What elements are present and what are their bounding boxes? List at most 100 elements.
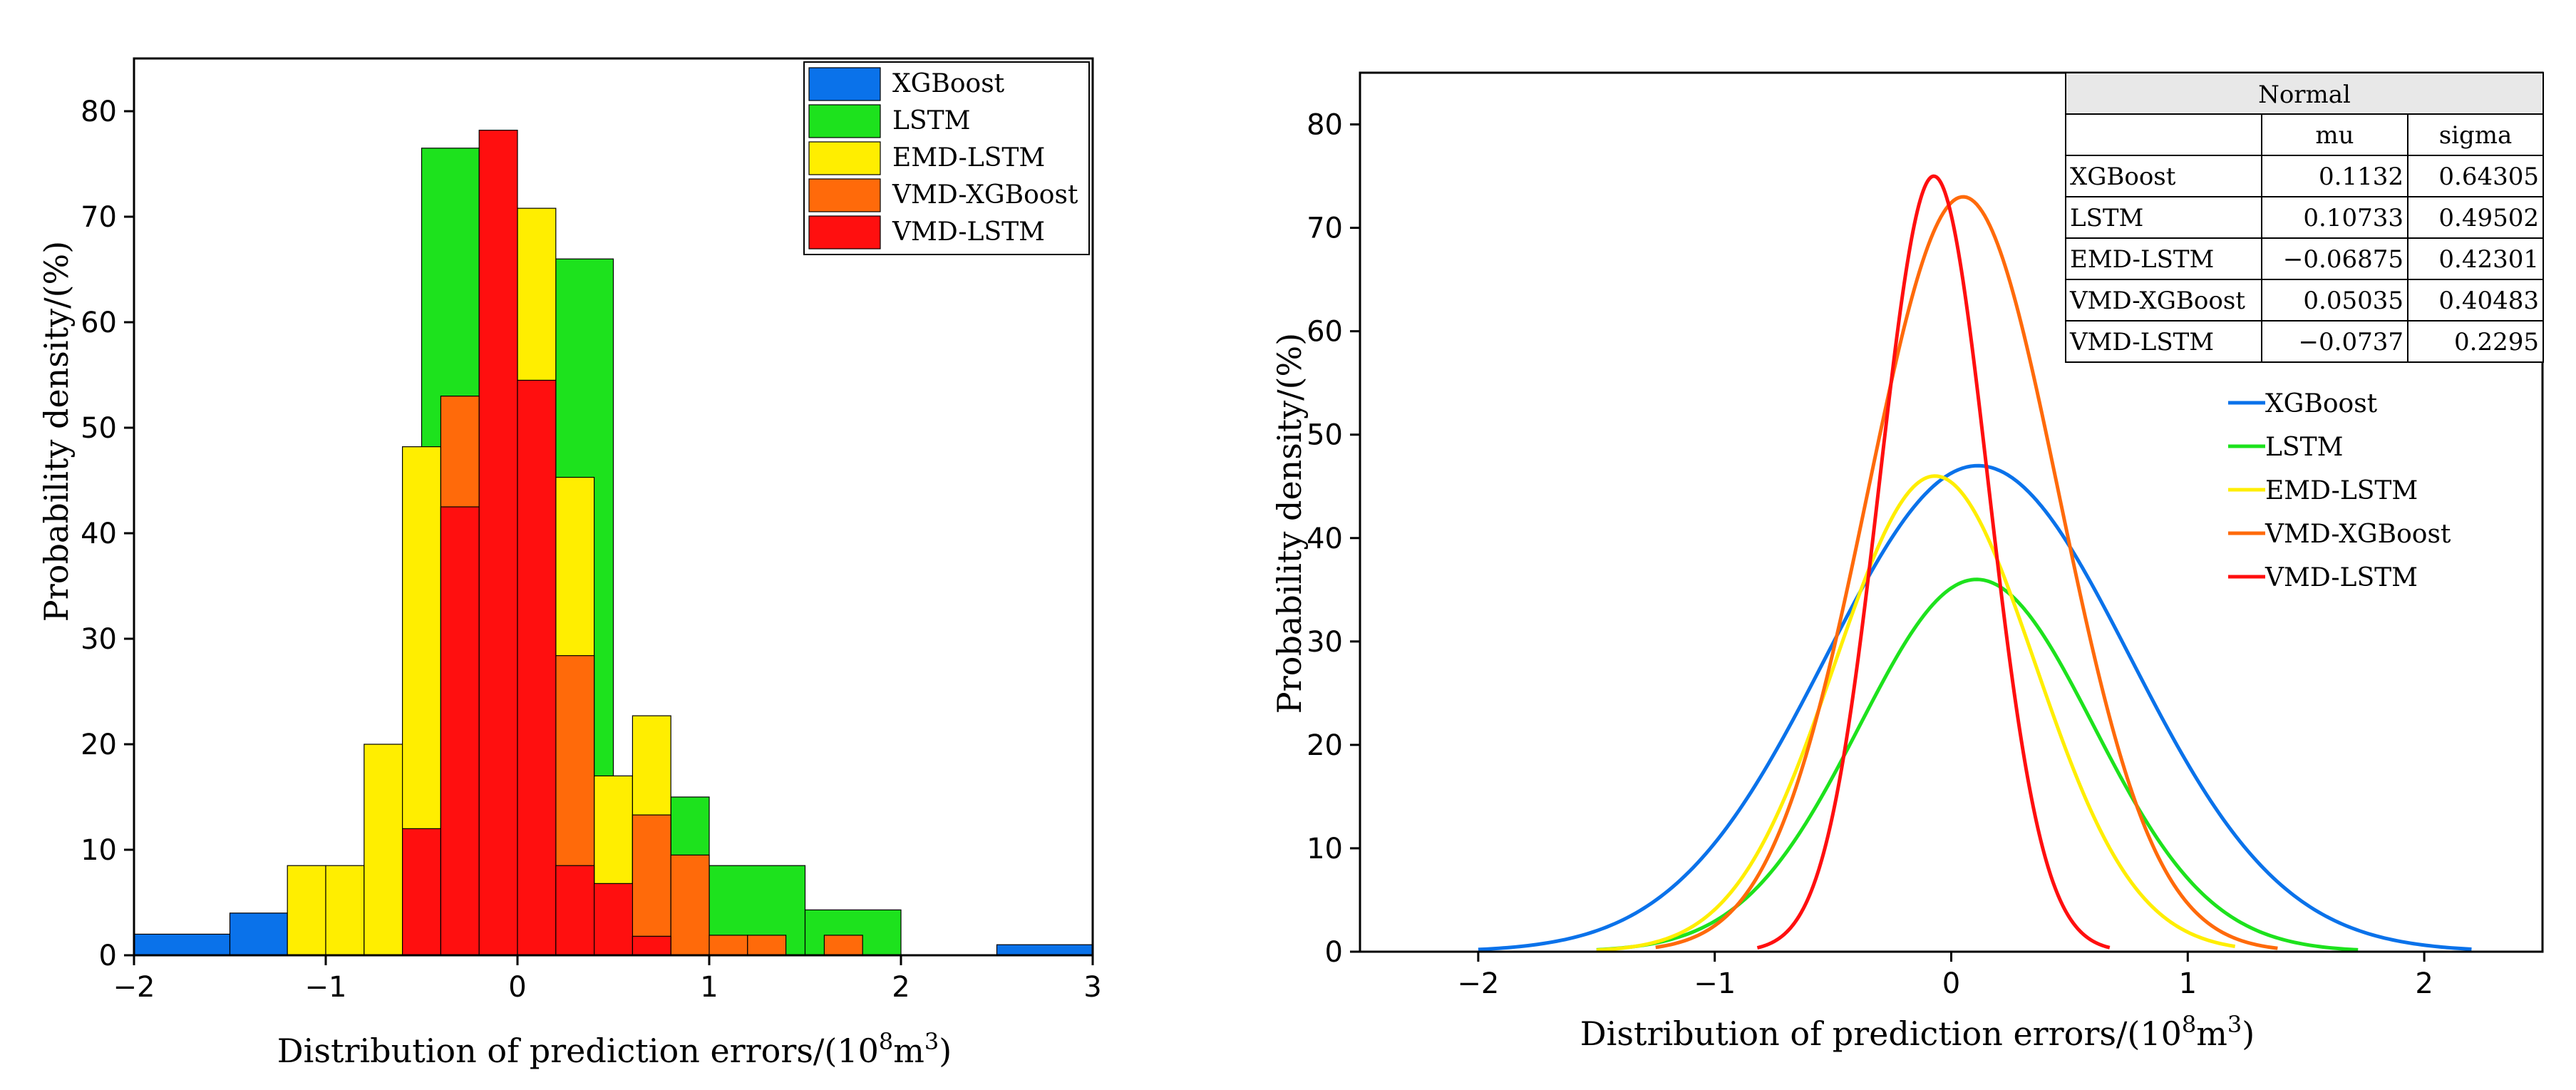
x-tick-label: 3: [1083, 971, 1101, 1004]
histogram-y-ticks: 0 10 20 30 40 50 60 70 80: [81, 96, 134, 972]
bar-vmd-xgboost-2: [632, 814, 671, 956]
table-cell: VMD-XGBoost: [2069, 287, 2245, 315]
bar-vmd-lstm-5: [593, 883, 633, 956]
y-tick-label: 60: [81, 307, 117, 339]
x-tick-label: −1: [1694, 967, 1736, 1000]
legend-label-xgboost: XGBoost: [2265, 389, 2378, 418]
curve-vmd-lstm: [1756, 174, 2111, 950]
table-row: [2065, 155, 2544, 197]
bar-vmd-lstm-1: [440, 506, 480, 956]
normal-fit-legend: XGBoost LSTM EMD-LSTM VMD-XGBoost VMD-LSTM: [2228, 389, 2451, 592]
normal-fit-chart: −2 −1 0 1 2 0 10 20 30 40 50 60 70 80 Probability de…: [1270, 71, 2544, 1053]
y-tick-label: 30: [81, 623, 117, 656]
curve-emd-lstm: [1596, 474, 2236, 952]
legend-swatch-vmd-xgboost: [808, 178, 881, 212]
legend-label-vmd-lstm: VMD-LSTM: [2265, 563, 2418, 592]
table-title-cell: [2065, 72, 2544, 115]
table-cell: EMD-LSTM: [2070, 245, 2214, 274]
histogram-y-axis-label: Probability density/(%): [37, 241, 76, 622]
x-tick-label: 1: [700, 971, 718, 1004]
bar-xgboost-2: [996, 944, 1093, 956]
table-header-row: [2065, 113, 2544, 156]
table-cell: 0.10733: [2303, 204, 2404, 232]
histogram-bars: [133, 130, 1093, 956]
legend-swatch-vmd-lstm: [808, 215, 881, 250]
bar-vmd-lstm-2: [478, 130, 518, 956]
y-tick-label: 80: [1307, 109, 1343, 142]
table-row: [2065, 320, 2544, 363]
table-cell: 0.49502: [2438, 204, 2539, 232]
table-cell: XGBoost: [2070, 163, 2176, 191]
table-title: Normal: [2258, 81, 2351, 109]
legend-label-vmd-xgboost: VMD-XGBoost: [2265, 520, 2451, 549]
normal-fit-y-axis-label: Probability density/(%): [1270, 333, 1309, 714]
table-cell: −0.0737: [2299, 328, 2404, 356]
y-tick-label: 60: [1307, 316, 1343, 349]
normal-fit-x-axis-label: Distribution of prediction errors/(108m3…: [1580, 1011, 2255, 1053]
y-tick-label: 70: [81, 201, 117, 234]
y-tick-label: 10: [81, 834, 117, 867]
y-tick-label: 20: [81, 729, 117, 761]
y-tick-label: 20: [1307, 729, 1343, 762]
legend-label-lstm: LSTM: [2265, 433, 2343, 462]
x-tick-label: 2: [2415, 967, 2433, 1000]
y-tick-label: 50: [1307, 419, 1343, 452]
legend-label-xgboost: XGBoost: [892, 69, 1005, 98]
y-tick-label: 30: [1307, 626, 1343, 659]
histogram-legend: XGBoost LSTM EMD-LSTM VMD-XGBoost VMD-LSTM: [803, 61, 1090, 255]
bar-xgboost-0: [133, 933, 231, 956]
y-tick-label: 70: [1307, 212, 1343, 245]
bar-vmd-xgboost-3: [670, 854, 710, 956]
bar-vmd-xgboost-4: [709, 935, 748, 956]
y-tick-label: 0: [1325, 936, 1343, 969]
bar-emd-lstm-0: [287, 865, 326, 956]
histogram-plot-frame: [133, 57, 1094, 957]
table-cell: 0.1132: [2319, 163, 2404, 191]
table-cell: 0.2295: [2454, 328, 2539, 356]
histogram-x-ticks: −2 −1 0 1 2 3: [113, 955, 1102, 1004]
y-tick-label: 40: [81, 518, 117, 550]
bar-vmd-lstm-0: [401, 828, 441, 956]
y-tick-label: 50: [81, 412, 117, 445]
table-header-cell: sigma: [2439, 121, 2513, 150]
bar-xgboost-1: [229, 912, 288, 956]
legend-label-vmd-lstm: VMD-LSTM: [892, 217, 1045, 247]
curve-xgboost: [1478, 463, 2472, 952]
normal-fit-curves: [1478, 174, 2472, 952]
bar-vmd-lstm-4: [555, 865, 595, 956]
bar-vmd-xgboost-5: [747, 935, 787, 956]
y-tick-label: 80: [81, 96, 117, 128]
curve-lstm: [1596, 577, 2359, 952]
x-tick-label: 1: [2179, 967, 2197, 1000]
y-tick-label: 0: [99, 940, 117, 972]
legend-label-emd-lstm: EMD-LSTM: [2265, 476, 2418, 505]
histogram-x-axis-label: Distribution of prediction errors/(108m3…: [277, 1028, 952, 1070]
legend-swatch-xgboost: [808, 67, 881, 101]
legend-label-emd-lstm: EMD-LSTM: [892, 143, 1045, 173]
table-cell: 0.40483: [2438, 287, 2539, 315]
table-cell: VMD-LSTM: [2069, 328, 2214, 356]
table-row: [2065, 279, 2544, 322]
normal-fit-x-ticks: −2 −1 0 1 2: [1457, 952, 2433, 1000]
bar-emd-lstm-1: [325, 865, 365, 956]
legend-swatch-emd-lstm: [808, 141, 881, 175]
bar-emd-lstm-2: [364, 744, 403, 956]
x-tick-label: 2: [892, 971, 910, 1004]
x-tick-label: 0: [1942, 967, 1960, 1000]
x-tick-label: −2: [1457, 967, 1499, 1000]
table-cell: LSTM: [2070, 204, 2143, 232]
legend-label-vmd-xgboost: VMD-XGBoost: [892, 180, 1078, 210]
table-row: [2065, 237, 2544, 280]
normal-fit-y-ticks: 0 10 20 30 40 50 60 70 80: [1307, 109, 1360, 969]
legend-swatch-lstm: [808, 104, 881, 138]
y-tick-label: 40: [1307, 523, 1343, 555]
table-cell: 0.05035: [2303, 287, 2404, 315]
legend-label-lstm: LSTM: [892, 106, 970, 135]
table-cell: 0.64305: [2438, 163, 2539, 191]
bar-vmd-lstm-6: [632, 935, 671, 956]
bar-vmd-lstm-3: [517, 379, 557, 956]
x-tick-label: −2: [113, 971, 155, 1004]
y-tick-label: 10: [1307, 833, 1343, 865]
table-cell: −0.06875: [2283, 245, 2404, 274]
